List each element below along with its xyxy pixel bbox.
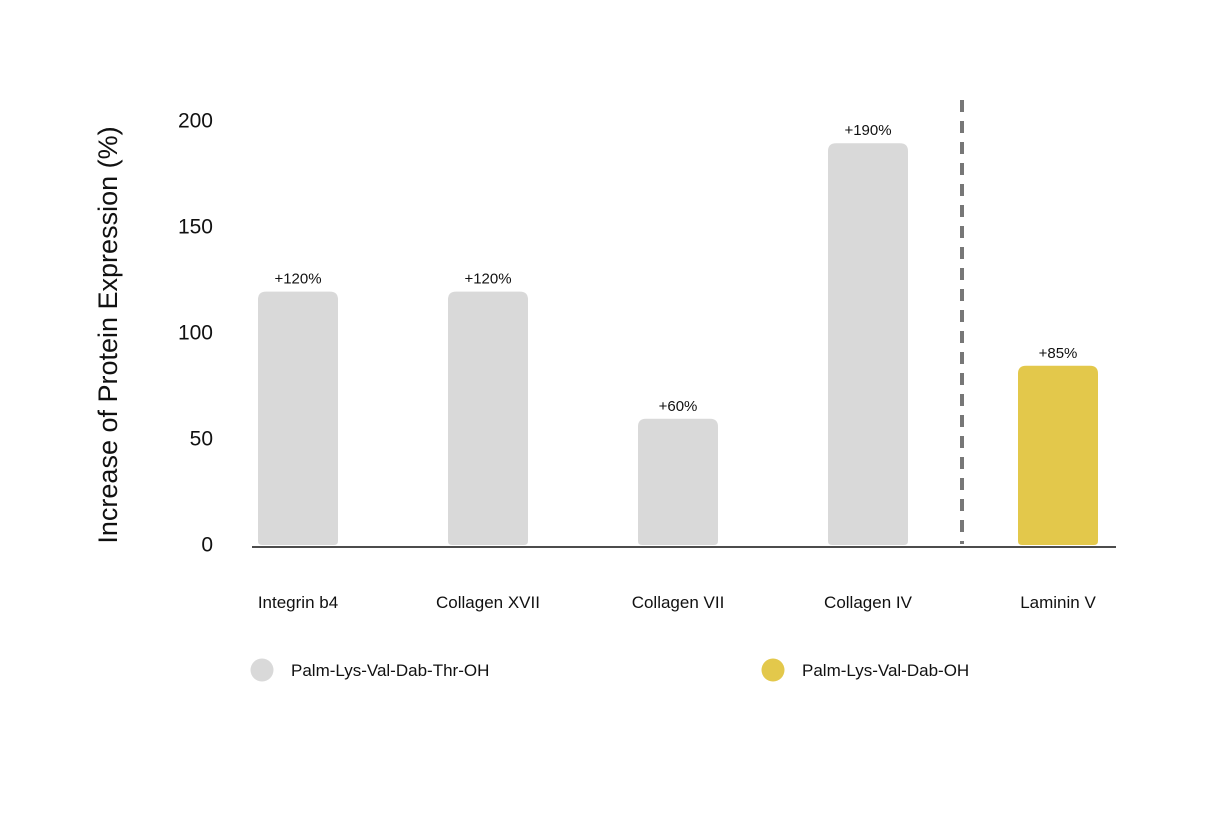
x-tick-label: Collagen IV [824, 593, 913, 612]
axes-layer: Increase of Protein Expression (%) 0 50 10… [93, 100, 1116, 612]
y-axis-title: Increase of Protein Expression (%) [93, 126, 123, 543]
legend-swatch [761, 658, 785, 682]
y-tick-label: 0 [201, 534, 213, 557]
legend-label: Palm-Lys-Val-Dab-OH [802, 661, 969, 680]
legend: Palm-Lys-Val-Dab-Thr-OH Palm-Lys-Val-Dab-… [250, 658, 969, 682]
data-label: +60% [659, 398, 698, 415]
data-label: +120% [464, 271, 511, 288]
data-label: +85% [1039, 345, 1078, 362]
legend-label: Palm-Lys-Val-Dab-Thr-OH [291, 661, 489, 680]
x-tick-label: Integrin b4 [258, 593, 338, 612]
bar-collagen-iv [828, 143, 908, 545]
y-tick-label: 200 [178, 110, 213, 133]
bar-laminin-v [1018, 365, 1098, 545]
data-label: +190% [844, 122, 891, 139]
bar-collagen-vii [638, 418, 718, 545]
y-tick-label: 100 [178, 322, 213, 345]
x-tick-label: Collagen XVII [436, 593, 540, 612]
bars-layer [258, 143, 1098, 545]
y-tick-label: 50 [190, 428, 213, 451]
bar-collagen-xvii [448, 291, 528, 545]
bar-integrin-b4 [258, 291, 338, 545]
data-labels-layer: +120% +120% +60% +190% +85% [274, 122, 1077, 415]
legend-swatch [250, 658, 274, 682]
x-tick-label: Collagen VII [632, 593, 725, 612]
data-label: +120% [274, 271, 321, 288]
y-tick-label: 150 [178, 216, 213, 239]
x-tick-label: Laminin V [1020, 593, 1096, 612]
